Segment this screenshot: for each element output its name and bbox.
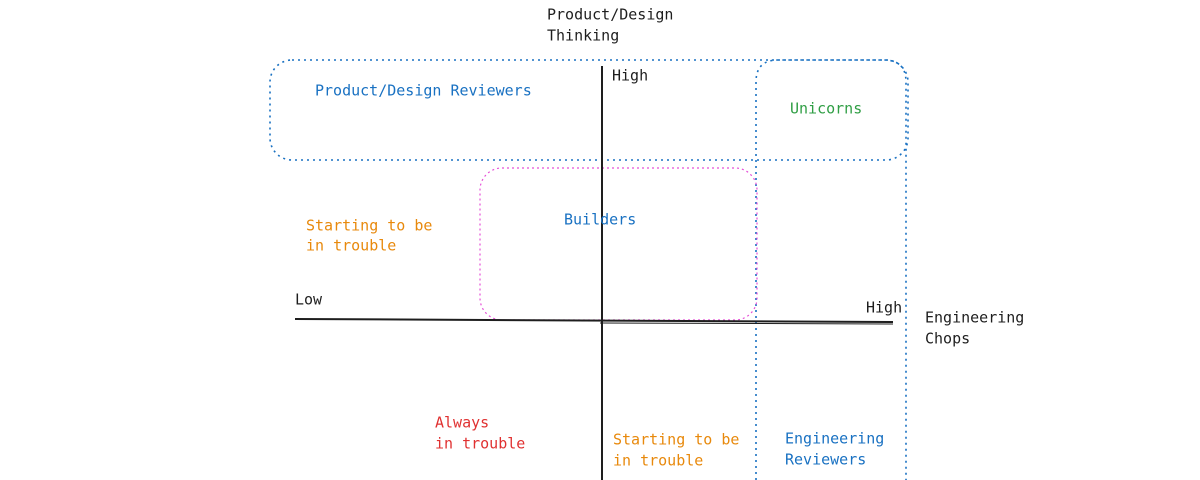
y-axis-title: Product/Design	[547, 6, 673, 24]
x-axis	[599, 322, 894, 325]
x-axis-high: High	[866, 299, 902, 317]
region-label: Unicorns	[790, 100, 862, 118]
design-reviewers-outline	[269, 59, 909, 161]
region-label: Reviewers	[785, 451, 866, 469]
region-label: Product/Design Reviewers	[315, 82, 532, 100]
builders-outline	[479, 167, 758, 321]
x-axis	[294, 318, 894, 323]
y-axis-title: Thinking	[547, 27, 619, 45]
x-axis-title: Engineering	[925, 309, 1024, 327]
region-label: Builders	[564, 211, 636, 229]
region-label: in trouble	[435, 435, 525, 453]
region-label: Engineering	[785, 430, 884, 448]
x-axis-title: Chops	[925, 330, 970, 348]
region-label: in trouble	[613, 452, 703, 470]
y-axis-high: High	[612, 67, 648, 85]
region-label: Starting to be	[306, 217, 432, 235]
engineering-reviewers-outline	[755, 59, 907, 480]
x-axis-low: Low	[295, 291, 323, 309]
region-label: Starting to be	[613, 431, 739, 449]
region-label: Always	[435, 414, 489, 432]
region-label: in trouble	[306, 237, 396, 255]
